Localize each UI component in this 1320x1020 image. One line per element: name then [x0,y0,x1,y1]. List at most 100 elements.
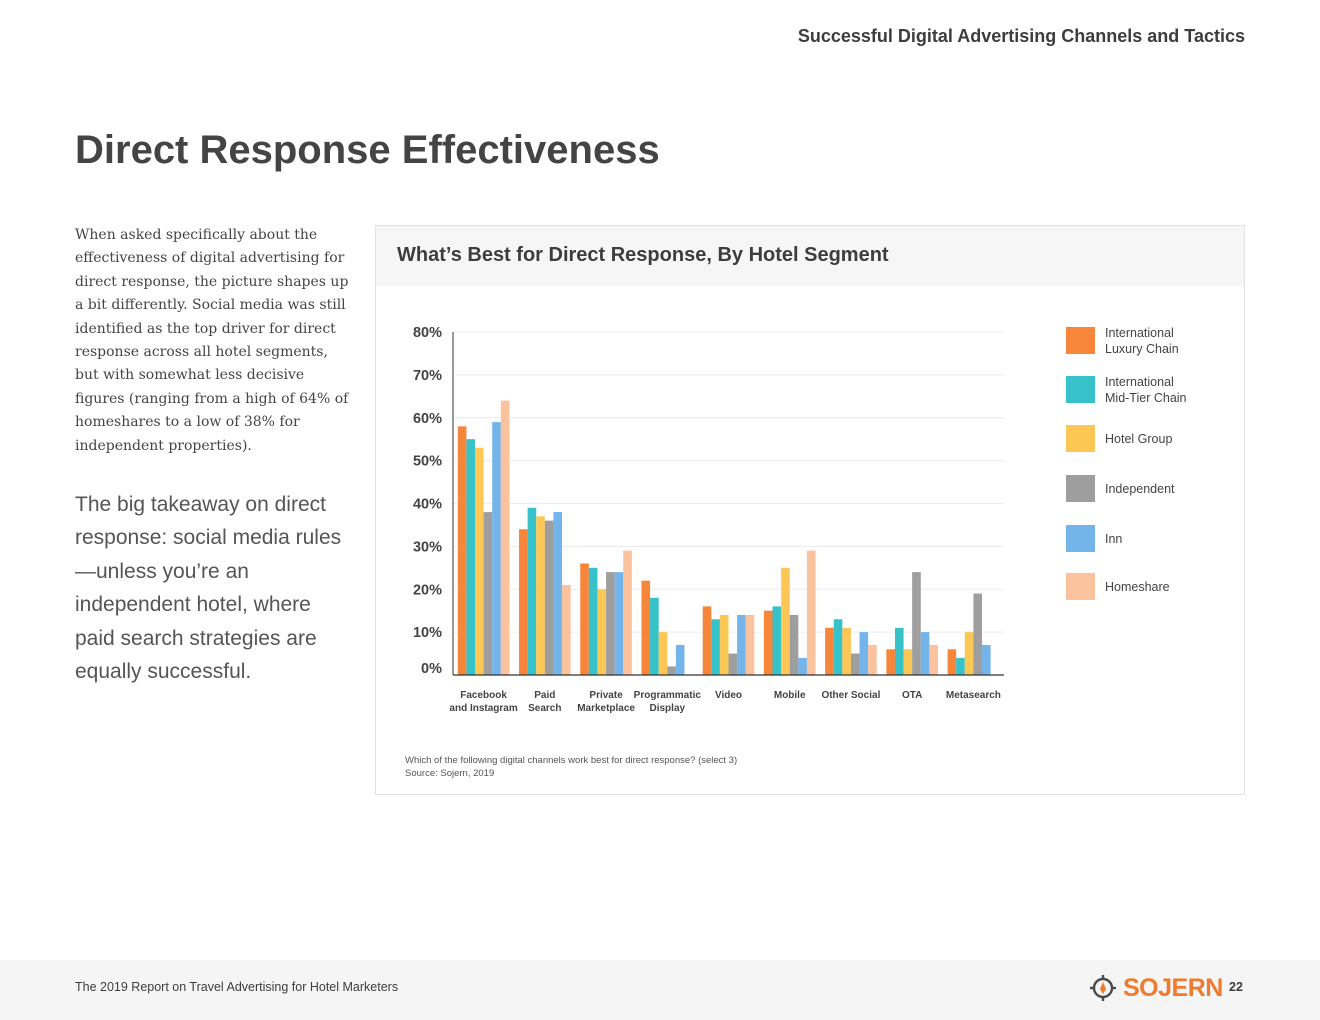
y-tick-label: 60% [413,411,442,427]
legend-label: Inn [1105,532,1123,546]
bar [580,563,589,675]
bar [641,580,651,675]
bar [912,572,921,675]
chart-header: What’s Best for Direct Response, By Hote… [376,226,1244,286]
legend-swatch [1066,425,1095,452]
legend-swatch [1066,525,1095,552]
bar [492,422,501,675]
legend-label: Homeshare [1105,580,1170,594]
bar [702,606,712,675]
footnote-question: Which of the following digital channels … [405,755,738,766]
legend-label: International Luxury Chain [1105,326,1179,356]
x-tick-label: and Instagram [449,703,517,714]
bar [894,627,904,675]
bar [500,400,510,675]
bar [606,572,615,675]
x-tick-label: Metasearch [946,690,1001,701]
section-title: Successful Digital Advertising Channels … [797,26,1245,46]
chart-panel: What’s Best for Direct Response, By Hote… [375,225,1245,795]
bar [614,572,624,675]
bar [903,649,913,675]
bar [658,632,668,676]
bar [868,644,877,675]
takeaway-callout: The big takeaway on direct response: soc… [75,493,342,684]
x-tick-label: Marketplace [577,703,635,714]
bar [519,529,528,675]
bar [973,593,982,675]
bar [806,550,816,675]
bar [825,627,834,675]
x-tick-label: Paid [534,690,555,701]
bar [675,644,685,675]
page-footer: The 2019 Report on Travel Advertising fo… [0,960,1320,1020]
bar [981,644,991,675]
bar [842,627,851,675]
legend-swatch [1066,327,1095,354]
x-tick-label: Display [650,703,686,714]
bar [886,649,895,675]
bar [597,589,607,675]
bar [562,584,571,675]
bar [920,632,930,676]
legend-swatch [1066,475,1095,502]
chart-title: What’s Best for Direct Response, By Hote… [397,244,889,266]
compass-icon [1090,975,1116,1001]
legend-swatch [1066,376,1095,403]
bar [650,597,659,675]
x-tick-label: Programmatic [634,690,702,701]
legend-swatch [1066,573,1095,600]
bar [859,632,869,676]
body-paragraph: When asked specifically about the effect… [75,227,349,454]
bar [745,614,755,675]
y-tick-label: 10% [413,625,442,641]
bar [833,619,843,675]
bar [956,657,965,675]
y-tick-label: 50% [413,454,442,470]
bar [737,614,746,675]
bar [728,653,738,675]
y-tick-label: 20% [413,582,442,598]
bar [763,610,773,675]
bar [798,657,807,675]
bar [475,447,484,675]
report-title: The 2019 Report on Travel Advertising fo… [75,980,399,994]
page-title: Direct Response Effectiveness [75,128,660,172]
bar [719,614,729,675]
bar [667,666,676,675]
bar [929,644,938,675]
y-tick-label: 30% [413,539,442,555]
x-tick-label: Search [528,703,561,714]
bar [536,516,545,675]
legend-label: Hotel Group [1105,432,1173,446]
bar [466,439,476,675]
x-tick-label: Video [715,690,742,701]
bar-chart: 0% 10% 20% 30% 40% 50% 60% 70% 80% Facebook and In… [413,325,1004,714]
bar [588,567,598,675]
bar [964,632,974,676]
x-tick-label: Private [589,690,623,701]
legend-label: Independent [1105,482,1175,496]
bar [553,512,563,675]
x-tick-label: Other Social [821,690,880,701]
bar [789,614,799,675]
bar [527,507,537,675]
bar [483,512,493,675]
y-tick-label: 0% [421,661,442,677]
y-tick-label: 40% [413,497,442,513]
bar [457,426,467,675]
x-tick-label: OTA [902,690,922,701]
bar [544,520,554,675]
bar [772,606,782,675]
logo-wordmark: SOJERN [1123,974,1223,1002]
legend-label: International Mid-Tier Chain [1105,375,1187,405]
x-tick-label: Facebook [460,690,507,701]
bar [947,649,957,675]
bar [711,619,720,675]
bar [781,567,790,675]
y-tick-label: 70% [413,368,442,384]
bar [623,550,632,675]
x-tick-label: Mobile [774,690,806,701]
footnote-source: Source: Sojern, 2019 [405,768,495,779]
page-number: 22 [1229,980,1243,994]
bar [850,653,860,675]
